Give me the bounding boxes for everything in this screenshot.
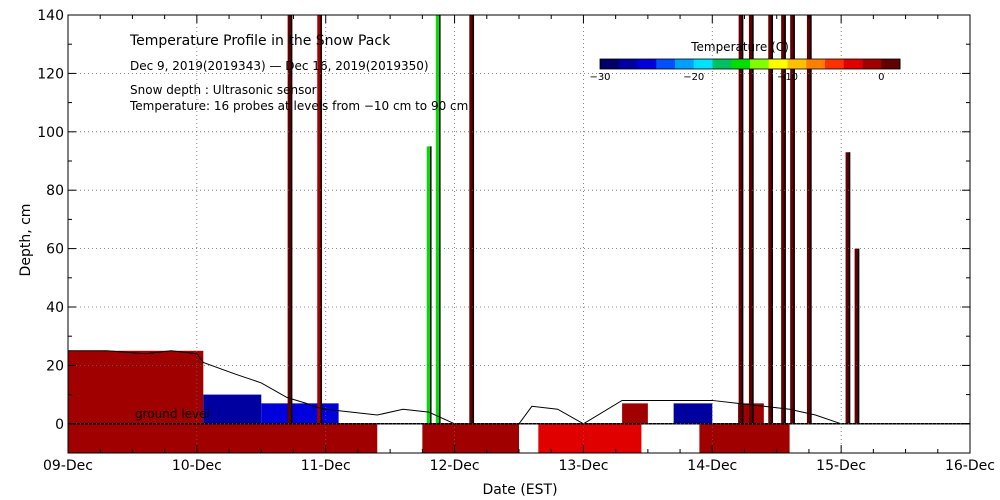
x-tick-label-4: 13-Dec	[558, 458, 608, 474]
colorbar-ticks: −30 −20 −10 0	[589, 72, 884, 83]
colorbar-tick-label-0: −30	[589, 72, 610, 83]
temperature-spike-12	[854, 248, 859, 424]
y-tick-label-4: 80	[46, 183, 64, 199]
temperature-band-0	[68, 350, 204, 424]
y-tick-label-1: 20	[46, 358, 64, 374]
temperature-spike-4	[469, 15, 474, 424]
colorbar-swatch-1	[618, 59, 638, 69]
colorbar-title: Temperature (C)	[690, 40, 789, 54]
colorbar-swatches	[599, 58, 901, 70]
colorbar-swatch-15	[881, 59, 901, 69]
colorbar-swatch-5	[693, 59, 713, 69]
y-tick-label-2: 40	[46, 300, 64, 316]
x-tick-label-7: 16-Dec	[945, 458, 995, 474]
colorbar-swatch-0	[600, 59, 620, 69]
temperature-spike-9	[790, 15, 795, 424]
colorbar-tick-label-3: 0	[878, 72, 884, 83]
temperature-spike-3	[435, 15, 440, 424]
colorbar-swatch-7	[731, 59, 751, 69]
colorbar-swatch-10	[787, 59, 807, 69]
y-tick-label-6: 120	[37, 66, 64, 82]
temperature-band-1	[203, 394, 262, 424]
plot-layer	[68, 15, 970, 453]
colorbar-swatch-11	[806, 59, 826, 69]
temperature-band-3	[622, 403, 648, 424]
y-tick-label-3: 60	[46, 242, 64, 258]
x-tick-label-3: 12-Dec	[430, 458, 480, 474]
chart-title: Temperature Profile in the Snow Pack	[129, 33, 391, 49]
x-tick-label-5: 14-Dec	[687, 458, 737, 474]
snow-depth-line	[68, 350, 842, 425]
temperature-spike-7	[768, 15, 773, 424]
colorbar-swatch-4	[675, 59, 695, 69]
colorbar-swatch-14	[862, 59, 882, 69]
temperature-spike-1	[317, 15, 322, 424]
ground-level-label: ground level	[135, 407, 210, 421]
colorbar-tick-label-2: −10	[777, 72, 798, 83]
temperature-spike-11	[845, 152, 850, 424]
chart-subtitle: Dec 9, 2019(2019343) — Dec 16, 2019(2019…	[130, 59, 429, 73]
ground-band-0	[68, 423, 378, 453]
colorbar-swatch-13	[843, 59, 863, 69]
chart-note-temperature: Temperature: 16 probes at levels from −1…	[129, 99, 468, 113]
colorbar-swatch-8	[750, 59, 770, 69]
x-axis-label: Date (EST)	[482, 482, 557, 498]
ground-band-3	[699, 423, 790, 453]
y-tick-label-5: 100	[37, 125, 64, 141]
colorbar-swatch-3	[656, 59, 676, 69]
x-tick-label-1: 10-Dec	[172, 458, 222, 474]
colorbar-swatch-6	[712, 59, 732, 69]
y-tick-label-7: 140	[37, 8, 64, 24]
axis-layer: 0 20 40 60 80 100 120 140 09-Dec 10-Dec 11-Dec 12-D…	[37, 8, 995, 474]
colorbar-swatch-12	[825, 59, 845, 69]
colorbar: Temperature (C) −30 −20 −10 0	[589, 40, 901, 83]
ground-band-2	[538, 423, 642, 453]
colorbar-frame	[599, 58, 901, 70]
y-tick-label-0: 0	[55, 417, 64, 433]
temperature-spike-6	[748, 15, 753, 424]
colorbar-swatch-2	[637, 59, 657, 69]
temperature-band-4	[673, 403, 713, 424]
ground-band-1	[422, 423, 519, 453]
x-tick-label-2: 11-Dec	[301, 458, 351, 474]
x-tick-label-6: 15-Dec	[816, 458, 866, 474]
x-tick-label-0: 09-Dec	[43, 458, 93, 474]
chart-note-snow-depth: Snow depth : Ultrasonic sensor	[130, 83, 317, 97]
y-axis-label: Depth, cm	[18, 204, 34, 277]
temperature-spike-8	[781, 15, 786, 424]
colorbar-tick-label-1: −20	[683, 72, 704, 83]
temperature-spike-5	[738, 15, 743, 424]
colorbar-swatch-9	[768, 59, 788, 69]
temperature-spike-0	[287, 15, 292, 424]
temperature-spike-2	[426, 146, 431, 424]
temperature-band-2	[261, 403, 339, 424]
temperature-spike-10	[806, 15, 811, 424]
